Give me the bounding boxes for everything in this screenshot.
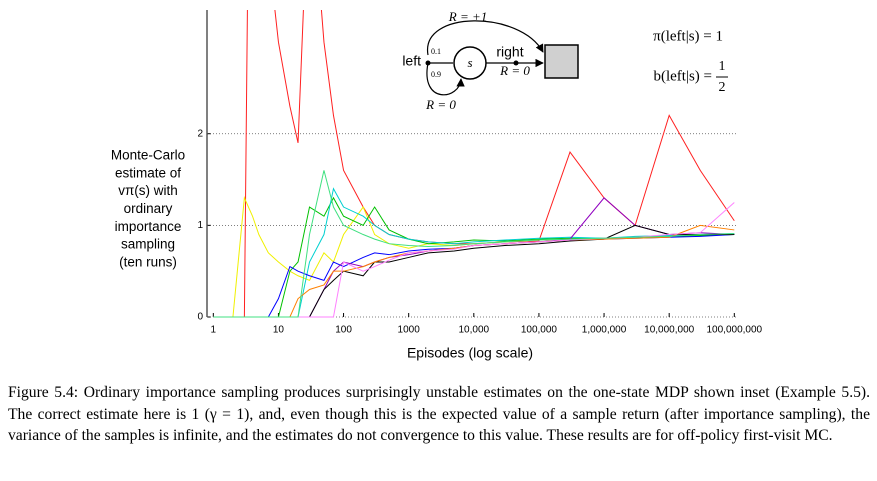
y-tick-label: 0 [197, 312, 203, 323]
arrow [426, 62, 465, 96]
label: left [402, 53, 421, 69]
series-line [213, 234, 735, 318]
x-tick-label: 100,000 [521, 325, 558, 336]
dot [513, 60, 519, 66]
terminal-state [544, 44, 579, 79]
label: b(left|s) = [653, 68, 712, 84]
label: 1 [719, 59, 726, 74]
series-line [213, 202, 735, 318]
label: right [496, 44, 523, 60]
x-tick-label: 10,000,000 [644, 325, 694, 336]
label: R = +1 [448, 9, 488, 24]
series-line [213, 197, 735, 318]
y-tick-label: 2 [197, 128, 203, 139]
y-axis-label: (ten runs) [119, 254, 177, 269]
y-axis-label: ordinary [124, 201, 173, 216]
x-tick-label: 1000 [398, 325, 421, 336]
series-line [213, 224, 735, 318]
y-tick-label: 1 [197, 220, 203, 231]
y-axis-label: Monte-Carlo [111, 148, 185, 163]
x-axis-label: Episodes (log scale) [407, 345, 533, 361]
caption: Figure 5.4: Ordinary importance sampling… [8, 384, 870, 444]
x-tick-label: 10,000 [459, 325, 490, 336]
inset-diagram: R = +1 left 0.1 0.9 s right R = 0 R = 0 … [402, 9, 728, 112]
y-axis-label: estimate of [115, 165, 181, 180]
label: R = 0 [499, 63, 530, 78]
y-axis-label: sampling [121, 237, 175, 252]
label: 0.1 [431, 47, 441, 56]
y-axis-label: importance [115, 219, 182, 234]
x-tick-label: 1,000,000 [582, 325, 627, 336]
series-line [213, 170, 735, 318]
label: R = 0 [425, 97, 456, 112]
arrow [427, 20, 544, 56]
x-tick-label: 100,000,000 [706, 325, 762, 336]
series-group [213, 10, 735, 318]
series-line [213, 187, 735, 318]
y-axis-label: vπ(s) with [118, 183, 178, 198]
label: 2 [719, 80, 726, 95]
x-tick-label: 100 [335, 325, 352, 336]
label: π(left|s) = 1 [653, 28, 723, 44]
series-line [213, 196, 735, 318]
series-line [213, 195, 735, 318]
label: s [467, 55, 472, 70]
label: 0.9 [431, 70, 441, 79]
x-tick-label: 10 [273, 325, 285, 336]
x-tick-label: 1 [211, 325, 217, 336]
series-line [213, 224, 735, 318]
